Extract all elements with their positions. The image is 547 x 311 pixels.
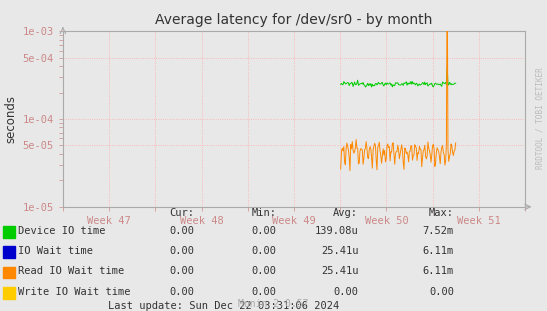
Text: 25.41u: 25.41u bbox=[321, 266, 358, 276]
Text: Avg:: Avg: bbox=[333, 208, 358, 218]
Text: 7.52m: 7.52m bbox=[423, 226, 454, 236]
Text: 0.00: 0.00 bbox=[251, 286, 276, 296]
Text: 0.00: 0.00 bbox=[251, 226, 276, 236]
Text: IO Wait time: IO Wait time bbox=[18, 246, 93, 256]
Text: Cur:: Cur: bbox=[169, 208, 194, 218]
Text: Write IO Wait time: Write IO Wait time bbox=[18, 286, 131, 296]
Y-axis label: seconds: seconds bbox=[4, 95, 17, 143]
Text: Device IO time: Device IO time bbox=[18, 226, 106, 236]
Text: 6.11m: 6.11m bbox=[423, 246, 454, 256]
Text: 139.08u: 139.08u bbox=[315, 226, 358, 236]
Text: 0.00: 0.00 bbox=[251, 246, 276, 256]
Text: 25.41u: 25.41u bbox=[321, 246, 358, 256]
Text: Read IO Wait time: Read IO Wait time bbox=[18, 266, 124, 276]
Text: 0.00: 0.00 bbox=[251, 266, 276, 276]
Text: Max:: Max: bbox=[429, 208, 454, 218]
Text: Munin 2.0.57: Munin 2.0.57 bbox=[238, 299, 309, 309]
Text: Min:: Min: bbox=[251, 208, 276, 218]
Text: 0.00: 0.00 bbox=[169, 286, 194, 296]
Text: 0.00: 0.00 bbox=[169, 246, 194, 256]
Text: 0.00: 0.00 bbox=[169, 266, 194, 276]
Text: 6.11m: 6.11m bbox=[423, 266, 454, 276]
Text: RRDTOOL / TOBI OETIKER: RRDTOOL / TOBI OETIKER bbox=[536, 67, 544, 169]
Text: Last update: Sun Dec 22 03:31:06 2024: Last update: Sun Dec 22 03:31:06 2024 bbox=[108, 301, 339, 311]
Text: 0.00: 0.00 bbox=[169, 226, 194, 236]
Title: Average latency for /dev/sr0 - by month: Average latency for /dev/sr0 - by month bbox=[155, 13, 433, 27]
Text: 0.00: 0.00 bbox=[333, 286, 358, 296]
Text: 0.00: 0.00 bbox=[429, 286, 454, 296]
